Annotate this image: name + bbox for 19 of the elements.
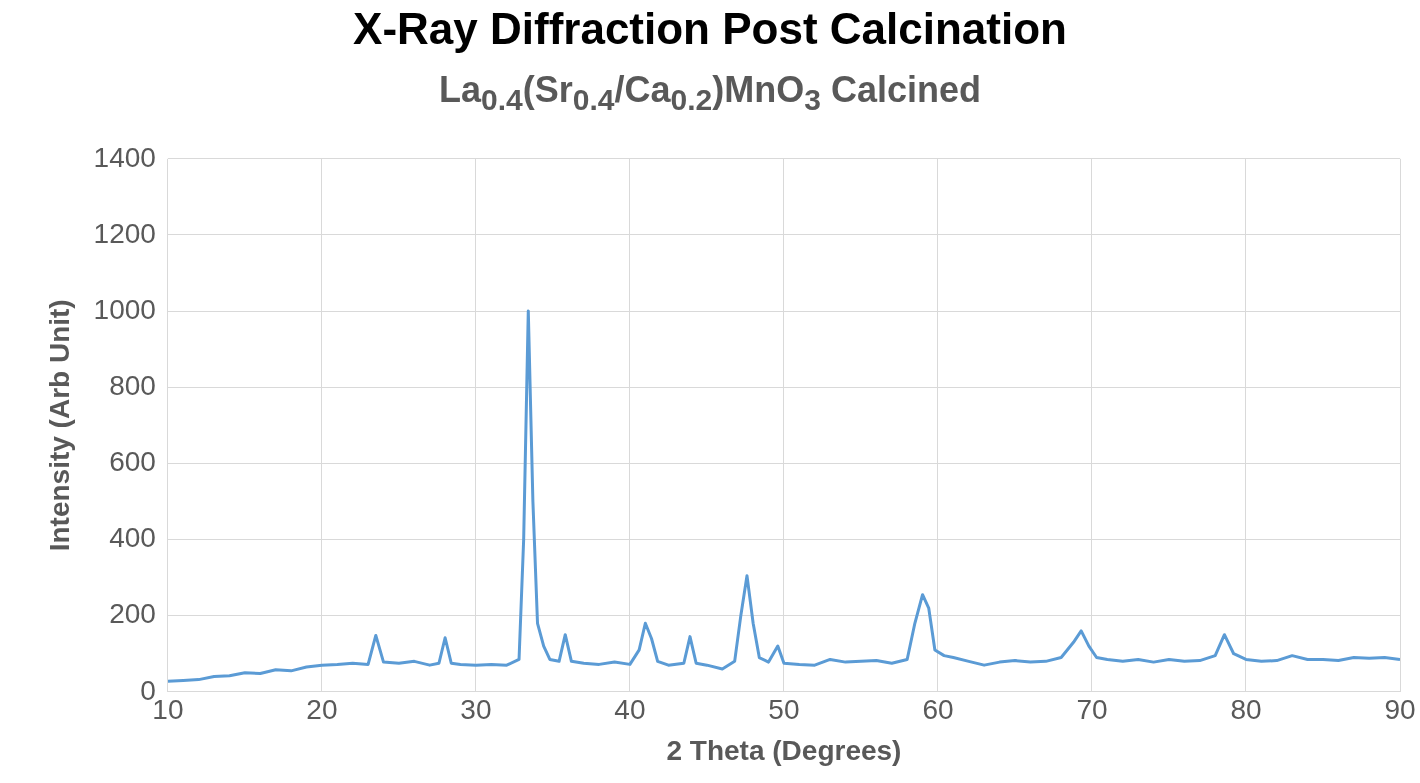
x-tick-label: 80 [1230, 694, 1262, 726]
y-tick-label: 400 [109, 522, 156, 554]
x-tick-label: 90 [1384, 694, 1416, 726]
x-tick-label: 50 [768, 694, 800, 726]
x-tick-label: 20 [306, 694, 338, 726]
x-tick-label: 60 [922, 694, 954, 726]
y-tick-label: 600 [109, 446, 156, 478]
x-tick-label: 40 [614, 694, 646, 726]
text: La$_{0.4}$(Sr$_{0.4}$/Ca$_{0.2}$)MnO$_{3}$ Calcined [439, 69, 981, 117]
x-tick-label: 70 [1076, 694, 1108, 726]
y-tick-label: 1400 [93, 141, 156, 173]
y-tick-label: 200 [109, 598, 156, 630]
y-tick-label: 1200 [93, 217, 156, 249]
x-axis-title: 2 Theta (Degrees) [666, 734, 902, 766]
y-tick-label: 800 [109, 369, 156, 401]
chart-title: X-Ray Diffraction Post Calcination [352, 3, 1068, 55]
y-axis-title: Intensity (Arb Unit) [43, 299, 75, 552]
x-tick-label: 30 [460, 694, 492, 726]
y-tick-label: 1000 [93, 293, 156, 325]
